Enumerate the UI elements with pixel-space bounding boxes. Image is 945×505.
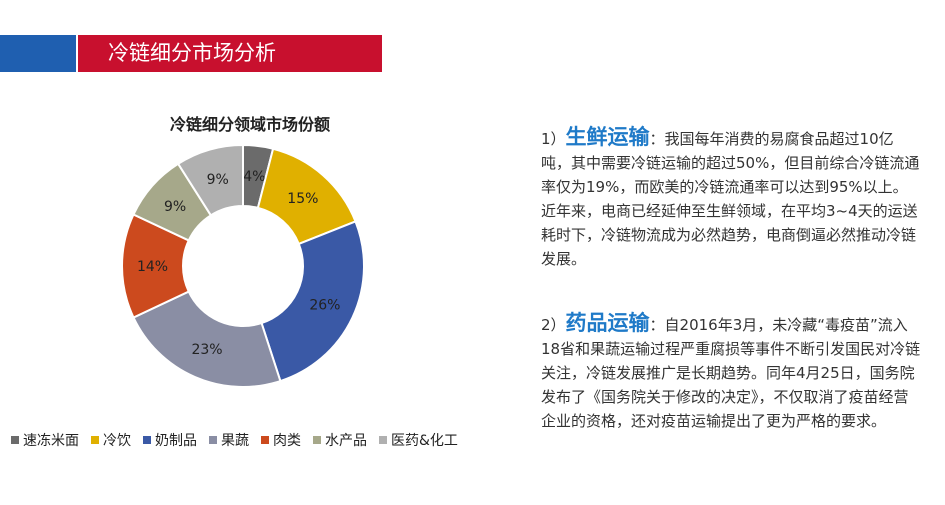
- legend-swatch: [143, 436, 151, 444]
- slice-label-6: 9%: [207, 172, 229, 188]
- legend-label: 速冻米面: [23, 433, 79, 449]
- chart-legend: 速冻米面 冷饮 奶制品 果蔬 肉类 水产品 医药&化工: [11, 430, 531, 450]
- paragraph-fresh-transport: 1）生鲜运输：我国每年消费的易腐食品超过10亿吨，其中需要冷链运输的超过50%，…: [541, 125, 921, 271]
- legend-item-0: 速冻米面: [11, 430, 79, 450]
- legend-item-1: 冷饮: [91, 430, 131, 450]
- paragraph-prefix: 2）: [541, 316, 566, 334]
- legend-item-3: 果蔬: [209, 430, 249, 450]
- keyword-fresh: 生鲜运输: [565, 125, 650, 149]
- legend-label: 冷饮: [103, 433, 131, 449]
- legend-swatch: [11, 436, 19, 444]
- legend-item-6: 医药&化工: [379, 430, 458, 450]
- page-title: 冷链细分市场分析: [78, 35, 382, 72]
- slice-label-2: 26%: [309, 298, 340, 314]
- paragraph-body: ：自2016年3月，未冷藏“毒疫苗”流入18省和果蔬运输过程严重腐损等事件不断引…: [541, 316, 921, 430]
- legend-swatch: [209, 436, 217, 444]
- paragraph-body: ：我国每年消费的易腐食品超过10亿吨，其中需要冷链运输的超过50%，但目前综合冷…: [541, 130, 920, 268]
- slice-label-0: 4%: [243, 169, 265, 185]
- legend-swatch: [261, 436, 269, 444]
- paragraph-prefix: 1）: [541, 130, 566, 148]
- keyword-drug: 药品运输: [565, 311, 650, 335]
- donut-slice-2: [260, 220, 365, 383]
- legend-label: 肉类: [273, 433, 301, 449]
- legend-label: 医药&化工: [391, 433, 458, 449]
- legend-label: 奶制品: [155, 433, 197, 449]
- legend-swatch: [379, 436, 387, 444]
- legend-item-4: 肉类: [261, 430, 301, 450]
- slice-label-1: 15%: [287, 191, 318, 207]
- legend-swatch: [91, 436, 99, 444]
- donut-chart: 4% 15% 26% 23% 14% 9% 9%: [121, 143, 365, 388]
- header-accent-bar: [0, 35, 76, 72]
- slice-label-3: 23%: [191, 342, 222, 358]
- legend-label: 果蔬: [221, 433, 249, 449]
- legend-item-5: 水产品: [313, 430, 367, 450]
- legend-label: 水产品: [325, 433, 367, 449]
- paragraph-drug-transport: 2）药品运输：自2016年3月，未冷藏“毒疫苗”流入18省和果蔬运输过程严重腐损…: [541, 311, 921, 433]
- donut-slice-3: [132, 290, 282, 388]
- legend-swatch: [313, 436, 321, 444]
- donut-slice-6: [176, 143, 244, 217]
- chart-title: 冷链细分领域市场份额: [169, 115, 330, 134]
- slice-label-4: 14%: [137, 259, 168, 275]
- legend-item-2: 奶制品: [143, 430, 197, 450]
- slice-label-5: 9%: [164, 199, 186, 215]
